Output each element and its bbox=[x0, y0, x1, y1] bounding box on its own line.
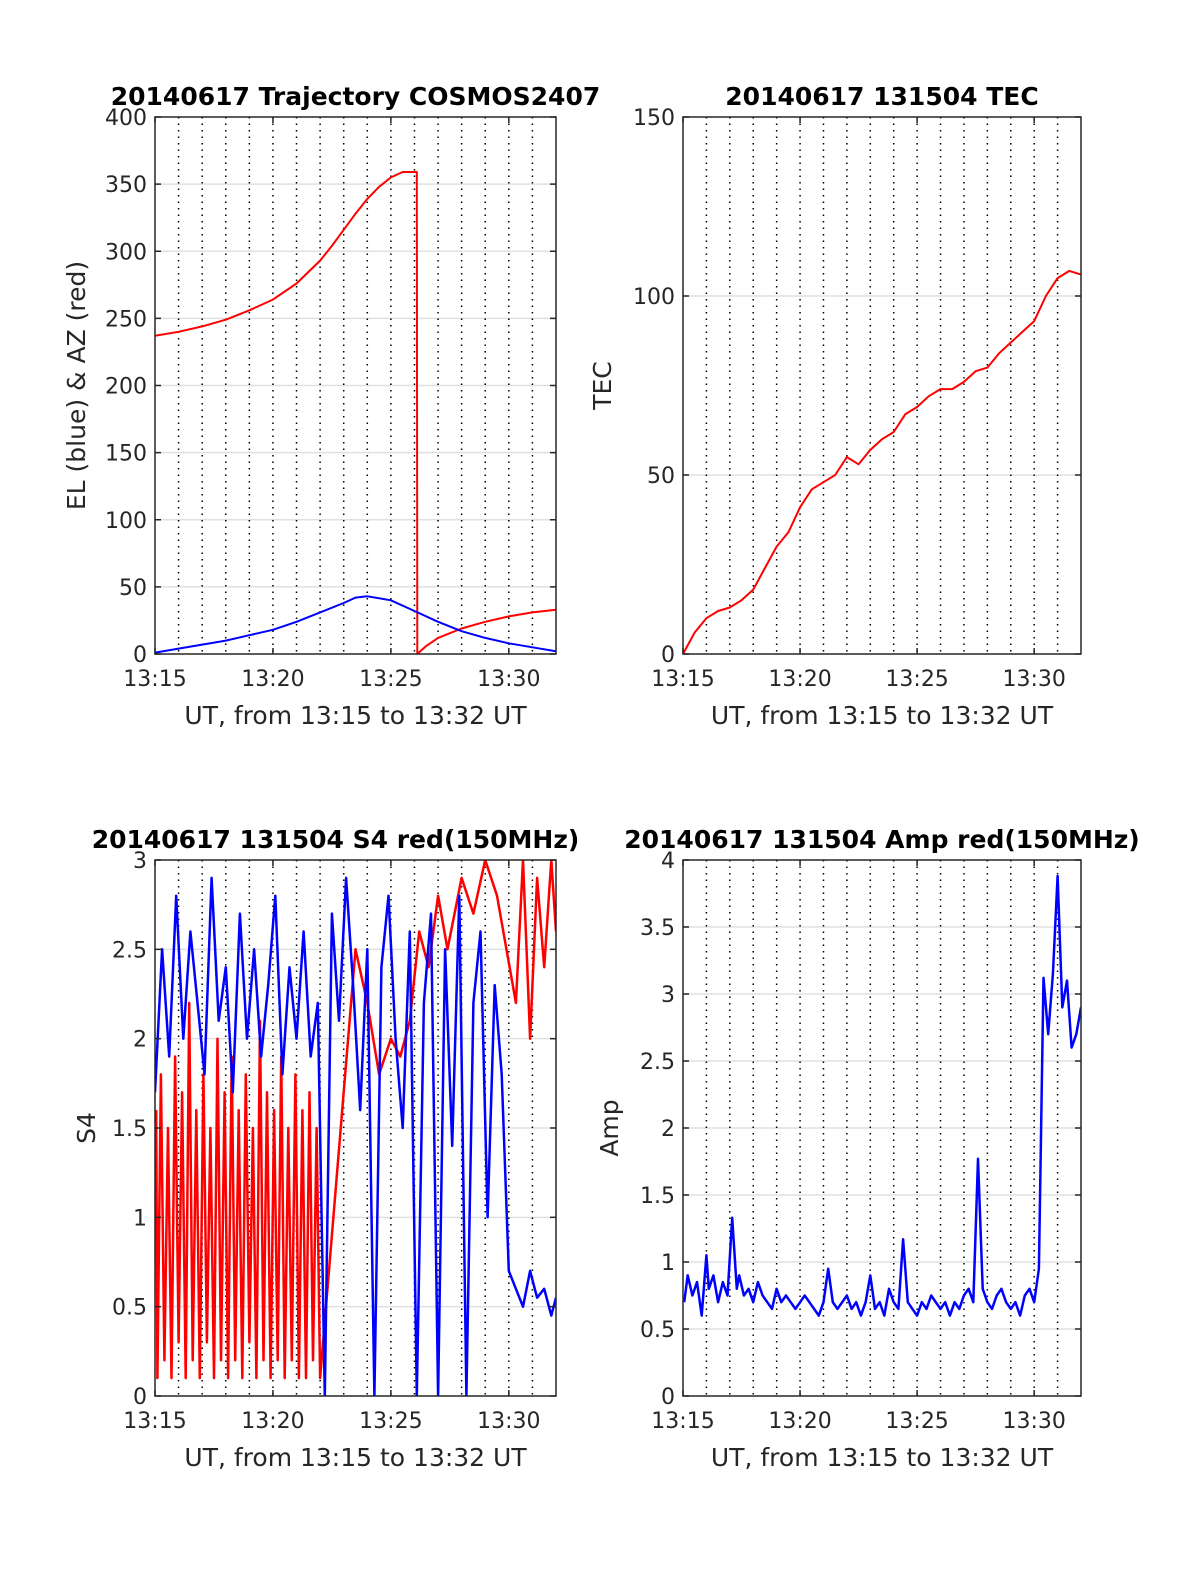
s4-xtick-label: 13:20 bbox=[241, 1409, 304, 1434]
trajectory-series-2 bbox=[155, 595, 556, 654]
tec-xtick-label: 13:30 bbox=[1002, 667, 1065, 692]
s4-panel: 0 0.5 1 1.5 2 2.5 3 13:15 13:20 13:25 13:30 2014061… bbox=[72, 825, 579, 1472]
s4-ytick-label: 1.5 bbox=[112, 1117, 147, 1142]
tec-title: 20140617 131504 TEC bbox=[725, 82, 1038, 111]
amp-ylabel: Amp bbox=[595, 1099, 624, 1156]
amp-panel: 0 0.5 1 1.5 2 2.5 3 3.5 4 13:15 13:20 13:25 13:30 201… bbox=[595, 825, 1140, 1472]
tec-ytick-label: 0 bbox=[661, 643, 675, 668]
amp-xtick-label: 13:20 bbox=[768, 1409, 831, 1434]
s4-ytick-label: 0 bbox=[133, 1385, 147, 1410]
trajectory-xtick-label: 13:30 bbox=[477, 667, 540, 692]
amp-ytick-label: 2.5 bbox=[640, 1050, 675, 1075]
tec-series-1 bbox=[683, 269, 1081, 654]
s4-xtick-label: 13:15 bbox=[123, 1409, 186, 1434]
tec-xtick-label: 13:15 bbox=[651, 667, 714, 692]
trajectory-ytick-label: 350 bbox=[105, 173, 147, 198]
tec-xtick-label: 13:20 bbox=[768, 667, 831, 692]
trajectory-xtick-label: 13:20 bbox=[241, 667, 304, 692]
trajectory-xtick-label: 13:15 bbox=[123, 667, 186, 692]
amp-ytick-label: 3.5 bbox=[640, 916, 675, 941]
s4-series-2 bbox=[155, 876, 556, 1396]
trajectory-xtick-label: 13:25 bbox=[359, 667, 422, 692]
s4-ylabel: S4 bbox=[72, 1112, 101, 1144]
trajectory-xlabel: UT, from 13:15 to 13:32 UT bbox=[184, 701, 527, 730]
amp-ytick-label: 2 bbox=[661, 1117, 675, 1142]
trajectory-panel: 0 50 100 150 200 250 300 350 400 13:15 13:20 13:25 1… bbox=[62, 82, 600, 730]
amp-ytick-label: 1 bbox=[661, 1251, 675, 1276]
amp-series-1 bbox=[683, 874, 1081, 1317]
trajectory-ytick-label: 400 bbox=[105, 106, 147, 131]
s4-xtick-label: 13:30 bbox=[477, 1409, 540, 1434]
tec-ytick-label: 100 bbox=[633, 285, 675, 310]
s4-title: 20140617 131504 S4 red(150MHz) bbox=[92, 825, 580, 854]
s4-ytick-label: 2.5 bbox=[112, 938, 147, 963]
amp-ytick-label: 0 bbox=[661, 1385, 675, 1410]
trajectory-ytick-label: 0 bbox=[133, 643, 147, 668]
amp-ytick-label: 4 bbox=[661, 849, 675, 874]
amp-ytick-label: 3 bbox=[661, 983, 675, 1008]
s4-ytick-label: 1 bbox=[133, 1206, 147, 1231]
trajectory-ytick-label: 150 bbox=[105, 442, 147, 467]
tec-ytick-label: 150 bbox=[633, 106, 675, 131]
trajectory-series-1 bbox=[155, 171, 556, 654]
amp-xlabel: UT, from 13:15 to 13:32 UT bbox=[711, 1443, 1054, 1472]
tec-xtick-label: 13:25 bbox=[885, 667, 948, 692]
trajectory-ytick-label: 200 bbox=[105, 375, 147, 400]
tec-axes-frame bbox=[682, 116, 1082, 655]
s4-ytick-label: 3 bbox=[133, 849, 147, 874]
s4-xlabel: UT, from 13:15 to 13:32 UT bbox=[184, 1443, 527, 1472]
trajectory-ytick-label: 250 bbox=[105, 307, 147, 332]
tec-plot-area bbox=[683, 117, 1081, 654]
amp-xtick-label: 13:15 bbox=[651, 1409, 714, 1434]
s4-ytick-label: 2 bbox=[133, 1028, 147, 1053]
amp-title: 20140617 131504 Amp red(150MHz) bbox=[624, 825, 1140, 854]
tec-xlabel: UT, from 13:15 to 13:32 UT bbox=[711, 701, 1054, 730]
trajectory-title: 20140617 Trajectory COSMOS2407 bbox=[111, 82, 601, 111]
trajectory-ytick-label: 300 bbox=[105, 240, 147, 265]
tec-ylabel: TEC bbox=[588, 361, 617, 411]
s4-ytick-label: 0.5 bbox=[112, 1296, 147, 1321]
tec-panel: 0 50 100 150 13:15 13:20 13:25 13:30 20140617 13… bbox=[588, 82, 1082, 730]
trajectory-ytick-label: 100 bbox=[105, 509, 147, 534]
trajectory-ytick-label: 50 bbox=[119, 576, 147, 601]
amp-xtick-label: 13:25 bbox=[885, 1409, 948, 1434]
amp-xtick-label: 13:30 bbox=[1002, 1409, 1065, 1434]
tec-ytick-label: 50 bbox=[647, 464, 675, 489]
s4-series-1 bbox=[155, 860, 556, 1380]
amp-ytick-label: 0.5 bbox=[640, 1318, 675, 1343]
trajectory-ylabel: EL (blue) & AZ (red) bbox=[62, 261, 91, 510]
s4-xtick-label: 13:25 bbox=[359, 1409, 422, 1434]
amp-ytick-label: 1.5 bbox=[640, 1184, 675, 1209]
